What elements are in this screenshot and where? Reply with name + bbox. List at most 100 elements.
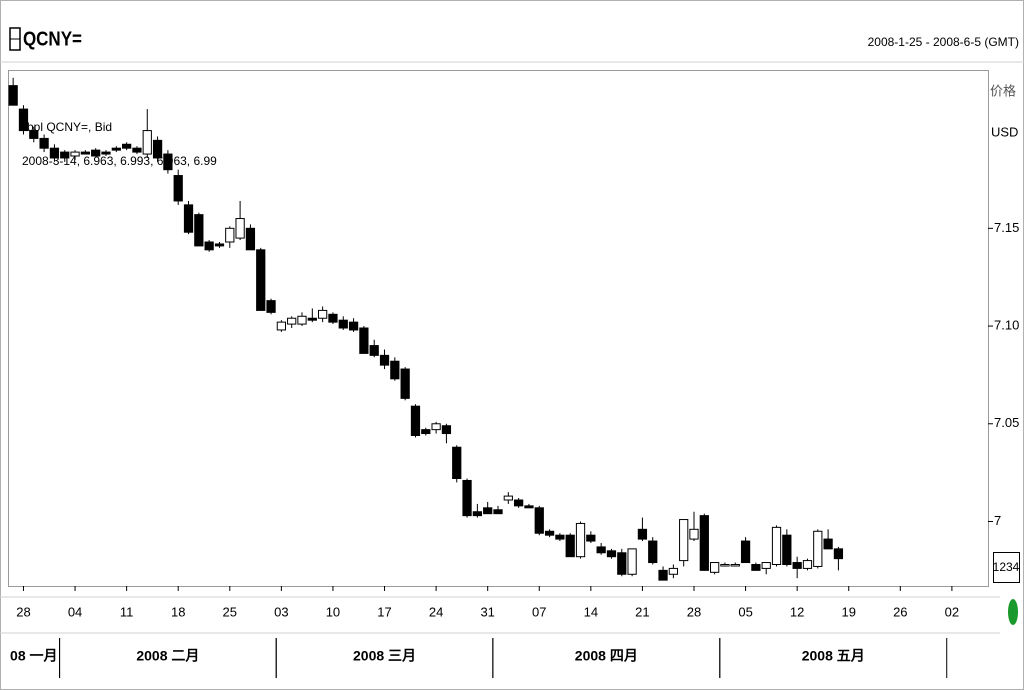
candle-body <box>276 321 286 331</box>
candle-body <box>472 511 482 517</box>
candle-body <box>297 315 307 325</box>
y-unit: USD <box>991 124 1018 139</box>
candle-body <box>668 567 678 575</box>
candle-body <box>132 147 142 153</box>
candle-body <box>617 552 627 575</box>
candle-body <box>122 143 132 149</box>
month-label: 08 一月 <box>10 648 57 664</box>
candle-body <box>235 218 245 239</box>
legend-values: 2008-3-14, 6.963, 6.993, 6.963, 6.99 <box>22 154 217 168</box>
candle-body <box>565 534 575 558</box>
x-tick-label: 25 <box>223 604 237 619</box>
candle-body <box>256 249 266 311</box>
candle-body <box>524 505 534 509</box>
candle-body <box>751 564 761 571</box>
candle-body <box>802 560 813 569</box>
candle-body <box>441 425 452 435</box>
badge: 1234 <box>993 560 1020 574</box>
x-tick-label: 03 <box>274 604 288 619</box>
y-tick-label: 7.10 <box>994 317 1019 332</box>
candle-body <box>328 313 338 323</box>
candle-body <box>245 227 256 251</box>
candle-body <box>359 327 369 354</box>
candle-body <box>49 147 60 159</box>
candle-body <box>833 548 844 560</box>
candle-body <box>720 564 730 567</box>
title: QCNY= <box>23 27 82 50</box>
y-axis-label: 价格 <box>990 83 1016 98</box>
x-tick-label: 14 <box>584 604 598 619</box>
candle-body <box>214 243 225 247</box>
x-tick-label: 12 <box>790 604 804 619</box>
x-tick-label: 18 <box>171 604 185 619</box>
candle-body <box>142 130 152 155</box>
candle-body <box>637 528 648 540</box>
candle-body <box>534 507 544 534</box>
x-tick-label: 04 <box>68 604 82 619</box>
candle-body <box>823 538 833 550</box>
status-indicator <box>1008 599 1018 625</box>
candle-body <box>70 151 80 157</box>
candle-body <box>431 423 441 431</box>
candle-body <box>8 85 18 106</box>
candle-body <box>183 204 194 233</box>
candle-body <box>379 354 390 366</box>
candle-body <box>483 507 493 515</box>
y-tick-label: 7.15 <box>994 220 1019 235</box>
candle-body <box>462 479 472 517</box>
candle-body <box>318 309 328 319</box>
candle-body <box>575 522 586 558</box>
candle-body <box>173 175 183 202</box>
candle-body <box>514 499 524 507</box>
candle-body <box>369 345 379 356</box>
month-label: 2008 四月 <box>575 648 638 664</box>
x-tick-label: 26 <box>893 604 907 619</box>
candle-body <box>80 151 90 155</box>
x-tick-label: 07 <box>532 604 546 619</box>
month-label: 2008 五月 <box>802 648 865 664</box>
x-tick-label: 11 <box>120 604 134 619</box>
candle-body <box>658 569 668 581</box>
candle-body <box>307 317 317 321</box>
x-tick-label: 21 <box>635 604 649 619</box>
candle-body <box>225 227 235 243</box>
candle-body <box>266 300 276 313</box>
x-tick-label: 28 <box>16 604 30 619</box>
candle-body <box>730 564 740 567</box>
candle-body <box>111 147 121 151</box>
legend-series: bpl QCNY=, Bid <box>27 120 112 134</box>
candle-body <box>29 130 39 139</box>
candle-body <box>782 534 792 566</box>
candle-body <box>493 509 503 515</box>
candle-body <box>627 548 637 575</box>
candle-body <box>771 526 782 566</box>
candle-body <box>60 151 70 159</box>
candle-body <box>101 151 111 155</box>
candle-body <box>39 137 49 149</box>
x-tick-label: 19 <box>842 604 856 619</box>
candle-body <box>679 519 689 562</box>
candle-body <box>152 139 163 159</box>
candle-body <box>813 530 823 567</box>
candle-body <box>163 153 173 171</box>
candle-body <box>204 241 214 251</box>
month-label: 2008 二月 <box>136 648 199 664</box>
candle-body <box>410 405 421 437</box>
x-tick-label: 31 <box>480 604 494 619</box>
candle-body <box>689 528 699 540</box>
candle-body <box>390 360 400 380</box>
candle-body <box>606 550 617 558</box>
candle-body <box>710 562 720 573</box>
candle-body <box>18 108 29 132</box>
candle-body <box>287 317 297 325</box>
candle-body <box>740 540 751 564</box>
badge-box <box>993 552 1020 583</box>
candle-body <box>91 149 101 157</box>
candle-body <box>586 534 596 542</box>
candle-body <box>452 446 462 479</box>
candle-body <box>421 429 431 435</box>
x-tick-label: 05 <box>738 604 752 619</box>
